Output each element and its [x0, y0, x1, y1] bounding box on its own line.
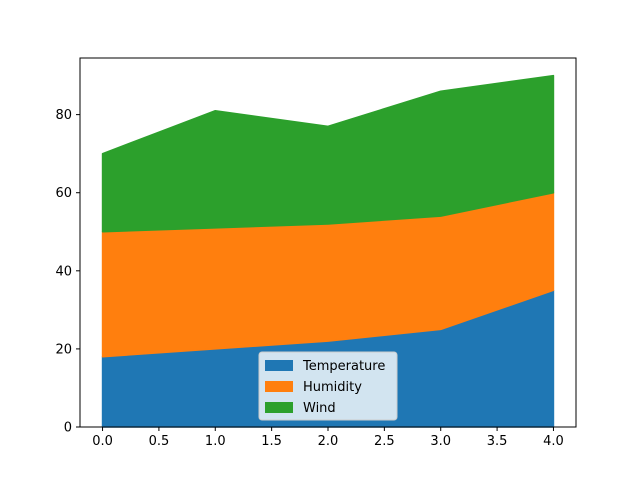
legend: Temperature Humidity Wind	[258, 351, 398, 421]
x-tick-label: 0.0	[92, 434, 113, 449]
legend-swatch-temperature	[265, 360, 293, 371]
legend-label-wind: Wind	[303, 401, 336, 416]
x-tick-label: 1.0	[205, 434, 226, 449]
legend-swatch-humidity	[265, 381, 293, 392]
y-tick-label: 0	[64, 421, 72, 436]
legend-label-temperature: Temperature	[302, 359, 385, 374]
area-wind	[101, 74, 555, 233]
y-tick-label: 60	[55, 186, 72, 201]
x-tick-label: 2.5	[374, 434, 395, 449]
legend-label-humidity: Humidity	[303, 380, 362, 395]
area-series-group	[101, 74, 555, 428]
x-tick-label: 3.0	[430, 434, 451, 449]
legend-box	[258, 351, 398, 421]
x-tick-label: 0.5	[149, 434, 170, 449]
y-axis: 0 20 40 60 80	[55, 108, 80, 436]
legend-swatch-wind	[265, 402, 293, 413]
x-tick-label: 3.5	[487, 434, 508, 449]
y-tick-label: 20	[55, 342, 72, 357]
y-tick-label: 80	[55, 108, 72, 123]
x-tick-label: 2.0	[318, 434, 339, 449]
x-tick-label: 1.5	[261, 434, 282, 449]
y-tick-label: 40	[55, 264, 72, 279]
x-tick-label: 4.0	[543, 434, 564, 449]
x-axis: 0.0 0.5 1.0 1.5 2.0 2.5 3.0 3.5 4.0	[92, 427, 564, 449]
